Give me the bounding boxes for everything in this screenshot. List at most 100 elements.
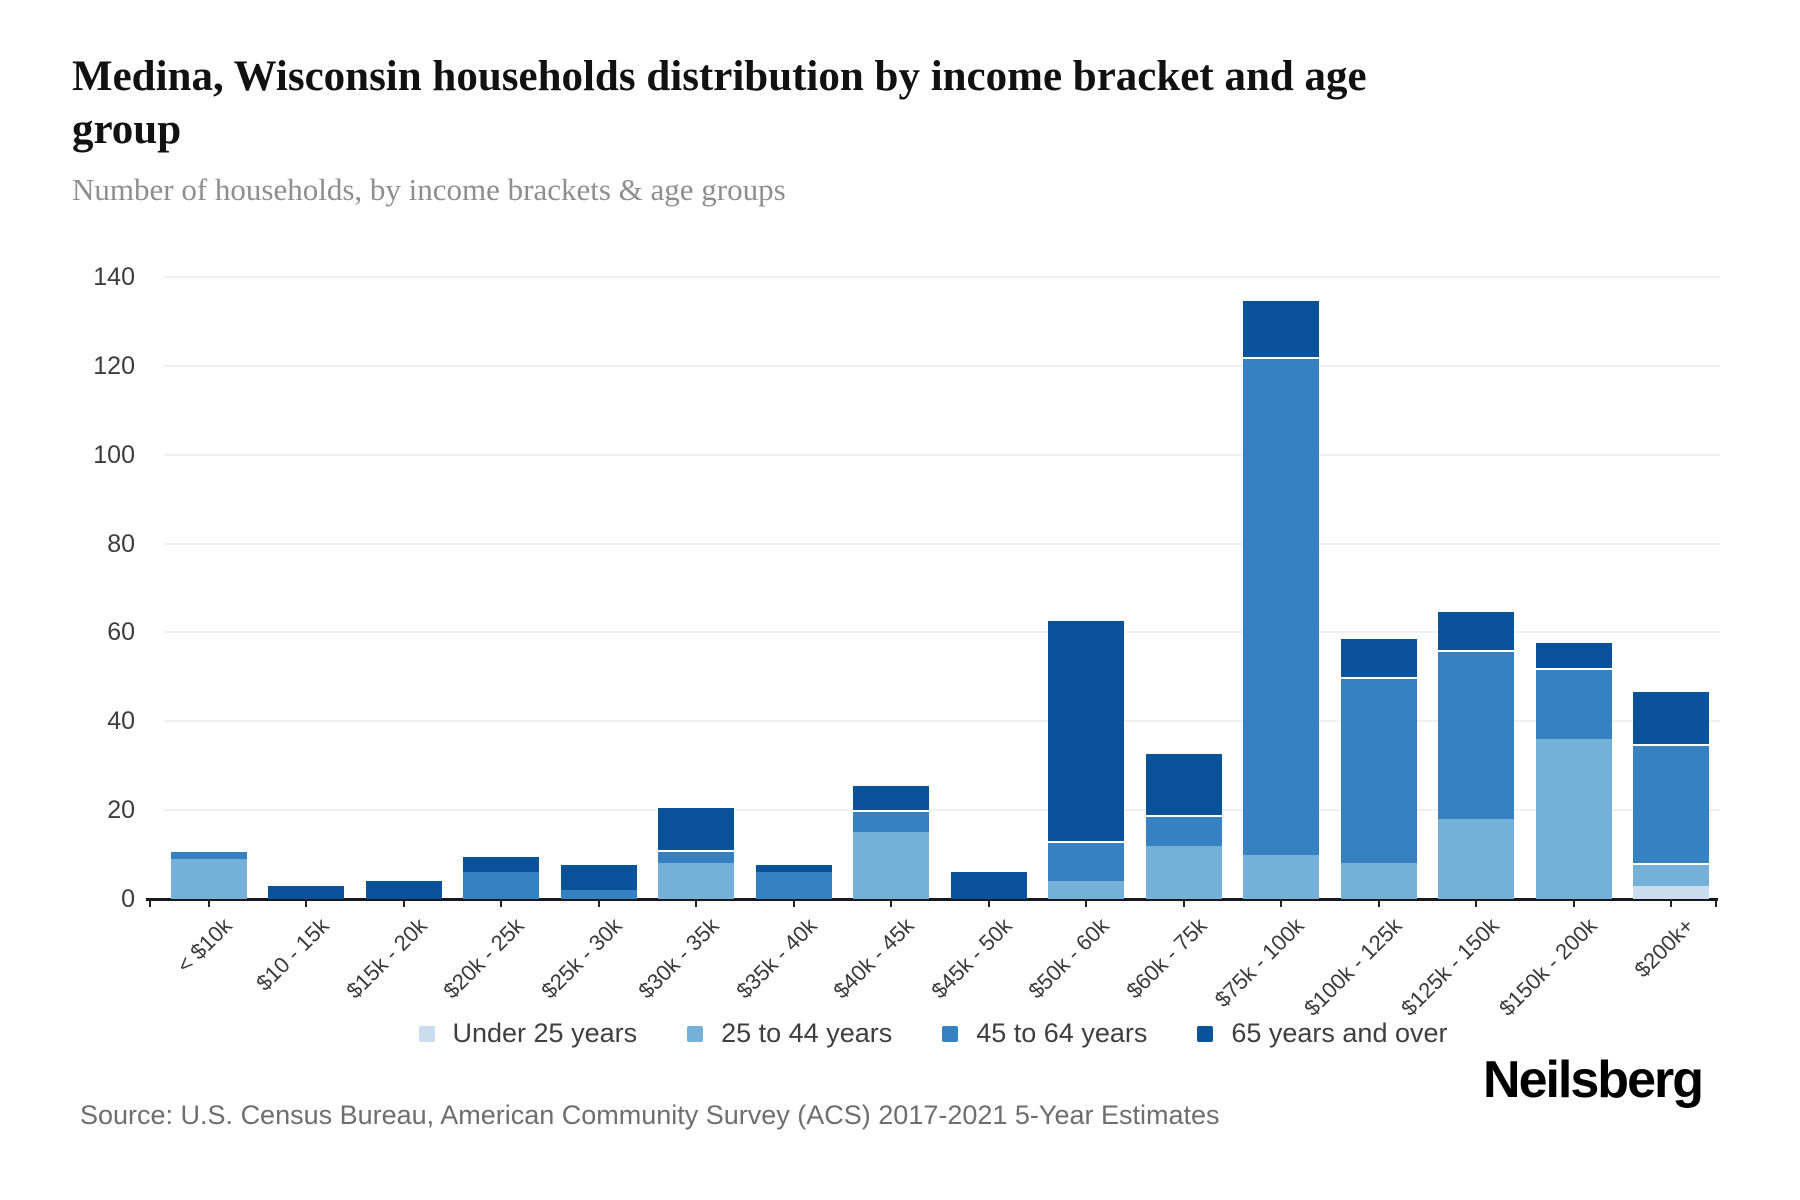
- legend-swatch-icon: [942, 1025, 959, 1042]
- brand-logo: Neilsberg: [1483, 1051, 1704, 1109]
- bar-segment[interactable]: [1633, 885, 1709, 899]
- bar-segment[interactable]: [560, 890, 637, 899]
- gridline-60: [164, 631, 1720, 634]
- bar-segment[interactable]: [1145, 752, 1222, 815]
- bar-$75k - 100k[interactable]: [1243, 299, 1319, 899]
- legend-item[interactable]: Under 25 years: [418, 1018, 638, 1049]
- x-axis-edge-tick: [1715, 899, 1717, 907]
- x-tick: [1377, 899, 1380, 907]
- y-tick-label-100: 100: [93, 440, 135, 469]
- bar-segment[interactable]: [560, 863, 637, 891]
- gridline-40: [164, 720, 1720, 723]
- bar-$200k+[interactable]: [1633, 690, 1709, 899]
- bar-segment[interactable]: [1633, 743, 1709, 864]
- x-tick: [305, 899, 307, 907]
- bar-< $10k[interactable]: [170, 850, 247, 899]
- gridline-140: [164, 276, 1720, 278]
- chart-title: Medina, Wisconsin households distributio…: [72, 53, 1367, 154]
- x-tick: [1572, 899, 1575, 907]
- x-tick: [987, 899, 990, 907]
- bar-$60k - 75k[interactable]: [1145, 752, 1222, 899]
- bar-segment[interactable]: [755, 863, 832, 873]
- x-tick: [695, 899, 697, 907]
- legend-item[interactable]: 25 to 44 years: [687, 1018, 892, 1049]
- bar-segment[interactable]: [950, 872, 1027, 899]
- x-tick: [1182, 899, 1185, 907]
- x-tick: [1280, 899, 1282, 907]
- bar-segment[interactable]: [1535, 667, 1612, 740]
- x-tick: [207, 899, 210, 907]
- y-tick-label-60: 60: [107, 618, 135, 647]
- bar-segment[interactable]: [463, 854, 539, 873]
- x-tick: [597, 899, 600, 907]
- bar-segment[interactable]: [1340, 676, 1417, 864]
- bar-$15k - 20k[interactable]: [365, 881, 442, 899]
- bar-$10 - 15k[interactable]: [268, 885, 344, 899]
- legend-item[interactable]: 45 to 64 years: [942, 1018, 1147, 1049]
- x-tick: [1085, 899, 1087, 907]
- chart-subtitle: Number of households, by income brackets…: [72, 172, 786, 207]
- legend-label: Under 25 years: [452, 1018, 638, 1048]
- bar-$125k - 150k[interactable]: [1438, 610, 1514, 899]
- bar-$150k - 200k[interactable]: [1535, 641, 1612, 899]
- bar-segment[interactable]: [1633, 863, 1709, 886]
- y-tick-label-140: 140: [93, 263, 135, 291]
- y-tick-label-80: 80: [107, 529, 135, 558]
- plot-area: [146, 276, 1720, 901]
- x-tick: [890, 899, 892, 907]
- bar-$30k - 35k[interactable]: [658, 805, 734, 899]
- legend-swatch-icon: [687, 1025, 704, 1042]
- x-tick: [1670, 899, 1672, 907]
- bar-segment[interactable]: [853, 810, 929, 833]
- bar-segment[interactable]: [1535, 641, 1612, 668]
- gridline-80: [164, 542, 1720, 545]
- legend-swatch-icon: [418, 1025, 435, 1042]
- bar-$25k - 30k[interactable]: [560, 863, 637, 899]
- bar-$100k - 125k[interactable]: [1340, 636, 1417, 899]
- bar-segment[interactable]: [853, 783, 929, 811]
- bar-$45k - 50k[interactable]: [950, 872, 1027, 899]
- bar-segment[interactable]: [1048, 881, 1124, 899]
- x-tick: [500, 899, 502, 907]
- bar-segment[interactable]: [1243, 356, 1319, 855]
- bar-segment[interactable]: [170, 859, 247, 899]
- y-tick-label-20: 20: [107, 796, 135, 825]
- bar-segment[interactable]: [170, 850, 247, 860]
- bar-$20k - 25k[interactable]: [463, 854, 539, 899]
- bar-segment[interactable]: [1340, 863, 1417, 899]
- bar-$35k - 40k[interactable]: [755, 863, 832, 899]
- x-tick: [1475, 899, 1477, 907]
- bar-segment[interactable]: [658, 850, 734, 864]
- bar-segment[interactable]: [463, 872, 539, 899]
- legend-item[interactable]: 65 years and over: [1197, 1018, 1448, 1049]
- y-tick-label-40: 40: [107, 707, 135, 736]
- bar-segment[interactable]: [1633, 690, 1709, 744]
- bar-segment[interactable]: [755, 872, 832, 899]
- bar-$40k - 45k[interactable]: [853, 783, 929, 899]
- bar-segment[interactable]: [658, 863, 734, 899]
- bar-$50k - 60k[interactable]: [1048, 619, 1124, 899]
- bar-segment[interactable]: [1145, 845, 1222, 899]
- bar-segment[interactable]: [853, 832, 929, 899]
- bar-segment[interactable]: [268, 885, 344, 899]
- gridline-100: [164, 453, 1720, 456]
- x-tick: [402, 899, 405, 907]
- bar-segment[interactable]: [1438, 610, 1514, 651]
- bar-segment[interactable]: [1535, 739, 1612, 899]
- bar-segment[interactable]: [658, 805, 734, 851]
- legend-label: 65 years and over: [1231, 1018, 1448, 1048]
- bar-segment[interactable]: [1048, 619, 1124, 842]
- bar-segment[interactable]: [1048, 841, 1124, 882]
- bar-segment[interactable]: [1243, 854, 1319, 899]
- gridline-20: [164, 809, 1720, 812]
- bar-segment[interactable]: [1438, 650, 1514, 820]
- y-tick-label-0: 0: [121, 885, 135, 913]
- bar-segment[interactable]: [365, 881, 442, 899]
- legend-label: 45 to 64 years: [976, 1018, 1148, 1048]
- bar-segment[interactable]: [1145, 814, 1222, 846]
- bar-segment[interactable]: [1340, 636, 1417, 677]
- bar-segment[interactable]: [1243, 299, 1319, 357]
- bar-segment[interactable]: [1438, 819, 1514, 899]
- y-tick-label-120: 120: [93, 351, 135, 380]
